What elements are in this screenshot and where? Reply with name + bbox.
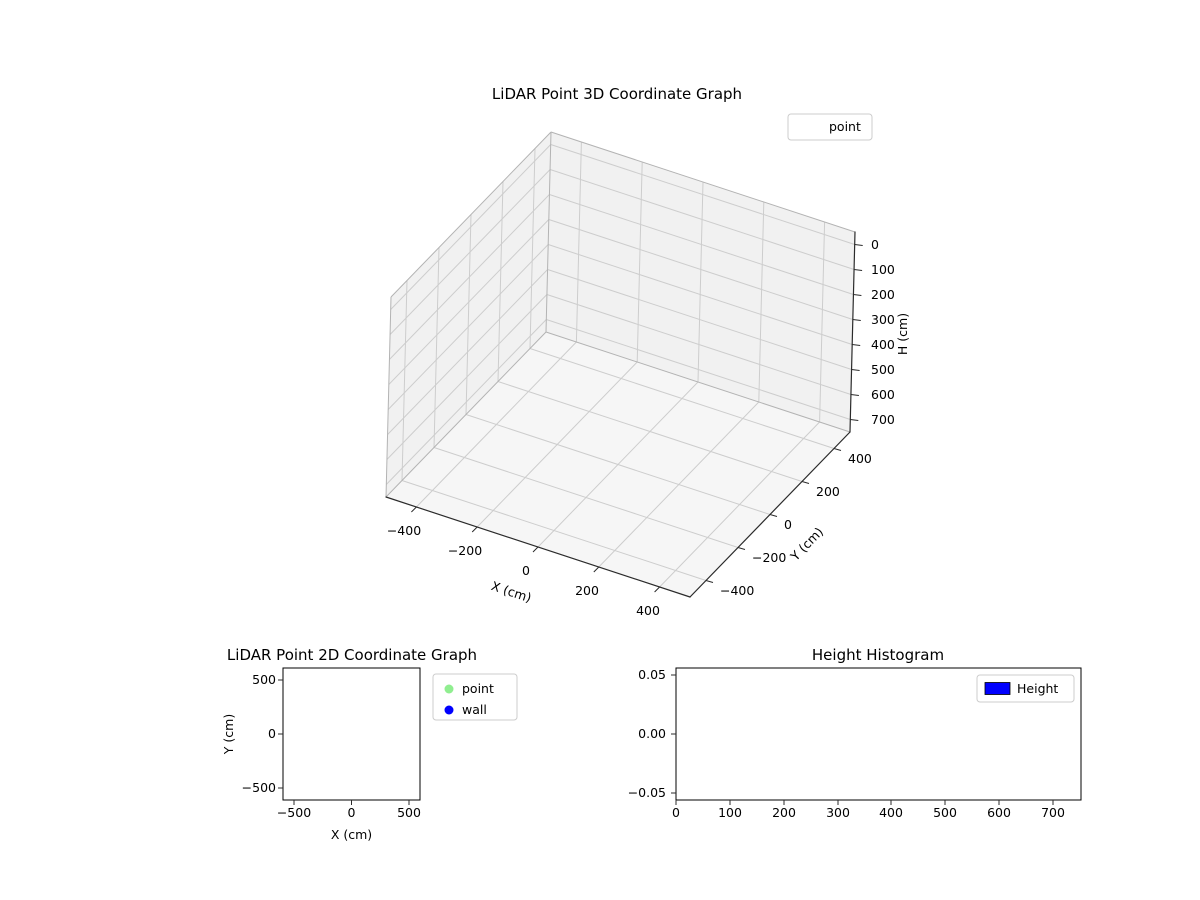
y-axis-ticks [705, 448, 842, 583]
h-axis-label: H (cm) [895, 313, 910, 355]
x-tick-label: 0 [522, 563, 530, 578]
h-tick-label: 700 [871, 412, 895, 427]
y-tick-label: −400 [720, 583, 754, 598]
y-tick-label: 500 [252, 672, 276, 687]
left-wall-y-gridlines [401, 148, 536, 481]
legend-label-wall: wall [462, 702, 487, 717]
y-tick-label: 0.05 [638, 667, 666, 682]
x-tick-label: 700 [1041, 805, 1065, 820]
x-tick-label: 500 [397, 805, 421, 820]
floor-y-gridlines [401, 348, 835, 581]
right-wall-x-gridlines [575, 141, 826, 423]
h-axis-ticks [850, 244, 863, 421]
y-tick-label: 0.00 [638, 726, 666, 741]
plot-3d: LiDAR Point 3D Coordinate Graph −400 −20… [385, 85, 910, 618]
plot2d-title: LiDAR Point 2D Coordinate Graph [227, 646, 477, 664]
plot2d-legend: point wall [432, 673, 518, 721]
h-axis-line [849, 231, 856, 433]
legend-label-height: Height [1017, 681, 1058, 696]
plot3d-title: LiDAR Point 3D Coordinate Graph [492, 85, 742, 103]
x-tick-label: 400 [636, 603, 660, 618]
plot3d-legend: point [787, 113, 873, 141]
histogram-legend: Height [976, 674, 1075, 703]
x-axis-label: X (cm) [489, 578, 533, 605]
legend-frame [787, 113, 873, 141]
y-tick-label: 0 [268, 726, 276, 741]
x-tick-label: −200 [448, 543, 482, 558]
y-tick-label: −500 [242, 780, 276, 795]
legend-label-point: point [462, 681, 494, 696]
legend-marker-wall [444, 705, 454, 715]
plot-2d: LiDAR Point 2D Coordinate Graph −500 0 5… [221, 646, 518, 842]
x-tick-label: 500 [933, 805, 957, 820]
h-tick-label: 100 [871, 262, 895, 277]
legend-label-point: point [829, 119, 861, 134]
h-tick-label: 400 [871, 337, 895, 352]
plot-histogram: Height Histogram 0 100 200 300 400 500 6… [628, 646, 1082, 820]
h-tick-label: 600 [871, 387, 895, 402]
x-tick-label: 0 [348, 805, 356, 820]
legend-frame [432, 673, 518, 721]
y-axis-label: Y (cm) [787, 524, 827, 564]
x-tick-label: 0 [672, 805, 680, 820]
plot2d-axes-frame [282, 667, 421, 801]
h-tick-label: 300 [871, 312, 895, 327]
x-tick-label: 600 [987, 805, 1011, 820]
x-tick-label: −400 [387, 523, 421, 538]
y-axis-label: Y (cm) [221, 714, 236, 755]
pane-edges [385, 131, 856, 498]
h-tick-label: 500 [871, 362, 895, 377]
y-tick-label: 200 [816, 484, 840, 499]
y-tick-label: 400 [848, 451, 872, 466]
h-tick-label: 200 [871, 287, 895, 302]
plot2d-x-ticks [293, 800, 410, 805]
x-tick-label: 400 [879, 805, 903, 820]
x-axis-ticks [411, 506, 660, 593]
x-tick-label: 300 [826, 805, 850, 820]
x-tick-label: 200 [772, 805, 796, 820]
legend-frame [976, 674, 1075, 703]
x-axis-label: X (cm) [331, 827, 372, 842]
h-tick-label: 0 [871, 237, 879, 252]
histogram-title: Height Histogram [812, 646, 944, 664]
x-tick-label: −500 [277, 805, 311, 820]
y-tick-label: −0.05 [628, 785, 666, 800]
histogram-x-ticks [675, 800, 1054, 805]
x-tick-label: 100 [718, 805, 742, 820]
x-tick-label: 200 [575, 583, 599, 598]
legend-patch-height [984, 682, 1011, 695]
y-tick-label: 0 [784, 517, 792, 532]
legend-marker-point [444, 684, 454, 694]
histogram-y-ticks [671, 674, 676, 794]
y-tick-label: −200 [752, 550, 786, 565]
plot2d-y-ticks [278, 679, 283, 789]
